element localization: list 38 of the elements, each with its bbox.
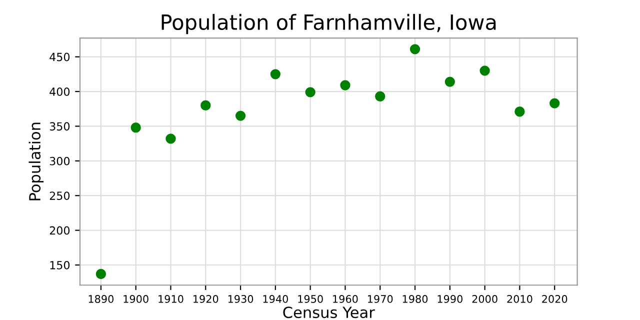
x-tick-label: 2000 bbox=[472, 295, 498, 303]
x-tick-label: 1970 bbox=[368, 295, 393, 303]
x-tick-label: 1930 bbox=[228, 295, 254, 303]
x-tick-label: 1910 bbox=[158, 295, 184, 303]
point bbox=[410, 44, 420, 54]
x-tick-label: 1940 bbox=[263, 295, 288, 303]
x-tick-label: 1900 bbox=[124, 295, 148, 303]
y-tick-label: 300 bbox=[50, 156, 70, 166]
y-tick-label: 450 bbox=[50, 52, 70, 62]
y-tick-label: 200 bbox=[50, 226, 70, 235]
point bbox=[200, 100, 211, 110]
x-tick-label: 2010 bbox=[507, 295, 532, 303]
x-tick-label: 1990 bbox=[438, 295, 462, 303]
point bbox=[130, 122, 141, 133]
point bbox=[305, 87, 316, 98]
x-tick-label: 1980 bbox=[402, 295, 428, 303]
y-tick-label: 400 bbox=[50, 87, 70, 96]
point bbox=[514, 106, 525, 117]
x-tick-label: 1950 bbox=[298, 295, 323, 303]
point bbox=[270, 69, 281, 80]
point bbox=[550, 98, 560, 108]
point bbox=[480, 66, 490, 76]
point bbox=[444, 76, 455, 87]
point bbox=[340, 80, 350, 90]
point bbox=[166, 134, 176, 144]
point bbox=[375, 91, 386, 102]
y-tick-label: 250 bbox=[50, 192, 70, 200]
y-tick-label: 350 bbox=[50, 122, 70, 131]
chart-title: Population of Farnhamville, Iowa bbox=[162, 14, 496, 34]
x-axis-title: Census Year bbox=[283, 306, 375, 318]
y-axis-title: Population bbox=[28, 122, 44, 200]
x-tick-label: 1890 bbox=[88, 295, 114, 303]
x-tick-label: 1920 bbox=[194, 295, 218, 303]
point bbox=[235, 110, 246, 121]
x-tick-label: 1960 bbox=[333, 295, 358, 303]
point bbox=[96, 268, 106, 280]
x-tick-label: 2020 bbox=[542, 295, 568, 303]
y-tick-label: 150 bbox=[50, 260, 70, 270]
